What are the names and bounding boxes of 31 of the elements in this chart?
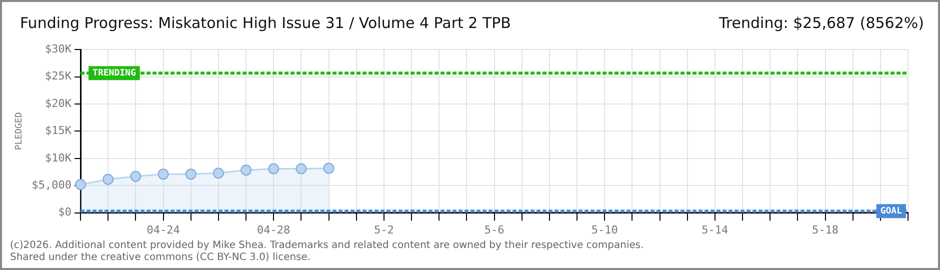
- text: Shared under the creative commons (CC BY-NC 3.0) license.: [10, 252, 312, 264]
- chart-subtitle: Trending: $25,687 (8562%): [719, 14, 924, 32]
- chart-title: Funding Progress: Miskatonic High Issue 31 / Volume 4 Part 2 TPB: [20, 14, 511, 32]
- ref-line-label: TRENDING: [92, 68, 136, 78]
- point: [102, 174, 114, 185]
- point: [323, 162, 334, 174]
- text: (c)2026. Additional content provided by Mike Shea. Trademarks and related content are owned by their respective companies.: [10, 240, 644, 252]
- x-tick-label: 5-6: [484, 223, 504, 236]
- y-tick-label: $5,000: [32, 178, 72, 192]
- y-tick-label: $0: [58, 206, 72, 219]
- point: [130, 170, 142, 182]
- x-tick-label: 04-24: [146, 223, 180, 236]
- point: [296, 163, 307, 174]
- point: [212, 168, 224, 179]
- x-tick-label: 04-28: [257, 223, 290, 236]
- y-tick-label: $30K: [45, 42, 72, 56]
- point: [240, 164, 252, 176]
- y-tick-label: $20K: [45, 96, 72, 110]
- ref-line-label: GOAL: [880, 206, 903, 217]
- x-tick-label: 5-10: [591, 223, 618, 236]
- point: [185, 168, 196, 180]
- x-tick-label: 5-2: [374, 223, 394, 236]
- point: [158, 168, 169, 180]
- y-tick-label: $10K: [45, 151, 72, 164]
- y-tick-label: $25K: [45, 70, 72, 83]
- y-tick-label: $15K: [45, 124, 72, 138]
- x-tick-label: 5-14: [702, 223, 729, 236]
- x-tick-label: 5-18: [812, 223, 839, 236]
- point: [75, 179, 86, 190]
- y-axis-title: PLEDGED: [14, 112, 25, 150]
- point: [268, 163, 280, 174]
